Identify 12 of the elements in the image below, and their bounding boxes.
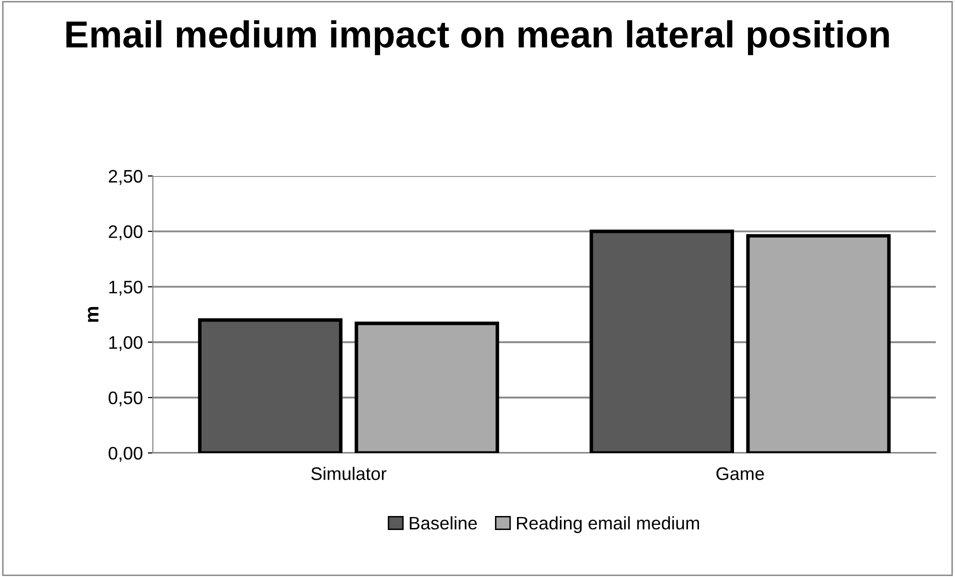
y-tick-label: 1,50 [109,280,142,296]
legend-label: Baseline [410,516,477,530]
y-axis-title: m [88,307,98,322]
y-tick-label: 2,50 [108,170,142,185]
y-tick-label: 0,50 [108,391,142,406]
x-tick-label: Simulator [311,466,386,480]
x-tick-label: Game [716,467,764,480]
y-tick-label: 0,00 [108,446,142,462]
legend-label: Reading email medium [517,516,700,534]
y-tick-label: 1,00 [109,336,142,352]
chart-title: Email medium impact on mean lateral position [66,20,889,56]
y-tick-label: 2,00 [108,225,142,240]
